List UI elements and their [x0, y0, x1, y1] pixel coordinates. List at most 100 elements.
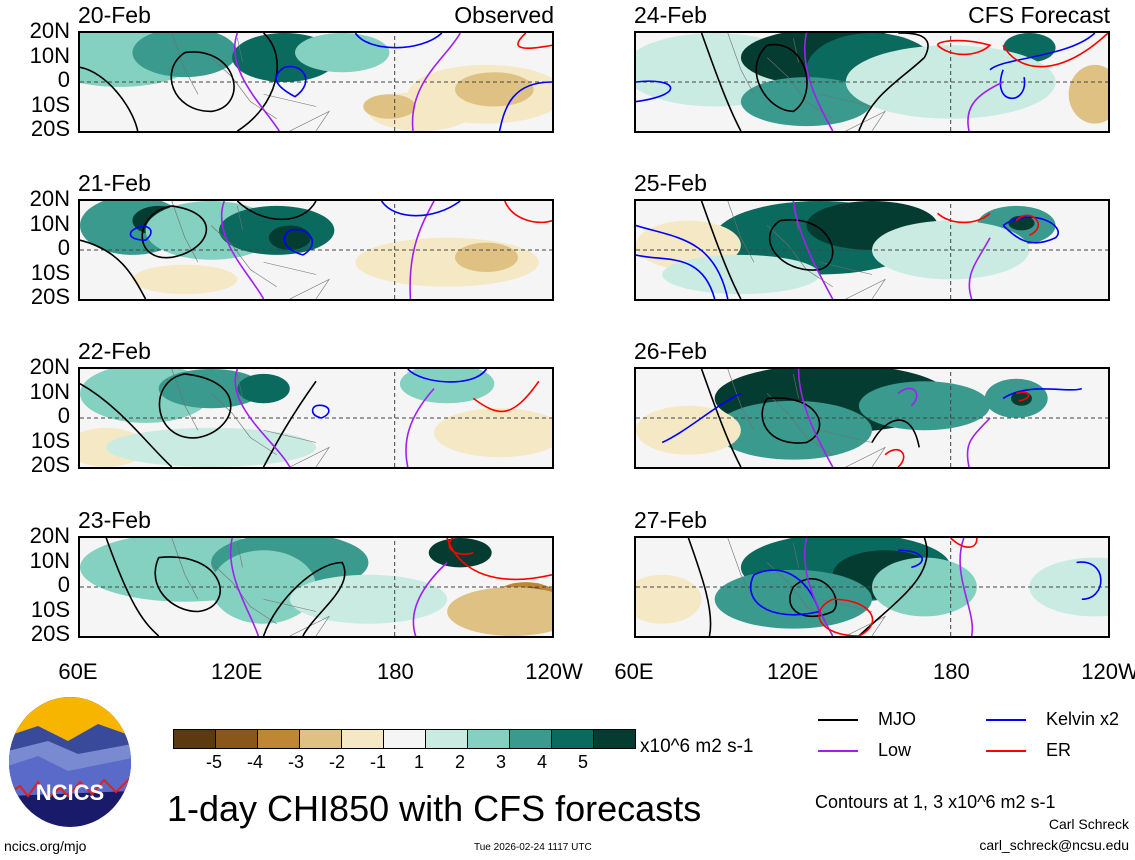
anomaly-contour [790, 579, 836, 617]
field-contour-fill [268, 225, 311, 250]
colorbar-swatch [552, 730, 594, 748]
anomaly-contour [231, 538, 259, 636]
anomaly-contour [770, 220, 833, 270]
anomaly-contour [960, 538, 972, 636]
anomaly-contour [702, 369, 741, 467]
anomaly-contour [355, 33, 442, 48]
url: ncics.org/mjo [4, 838, 87, 854]
anomaly-contour [969, 238, 990, 299]
field-contour-fill [106, 427, 316, 467]
field-contour-fill [132, 264, 238, 295]
legend-label: ER [1046, 740, 1072, 760]
anomaly-contour [805, 538, 833, 636]
anomaly-contour [159, 374, 230, 438]
lat-tick-label: 20S [30, 621, 70, 646]
map-panel-26-Feb [634, 367, 1110, 469]
lat-tick-label: 20S [30, 116, 70, 141]
lon-tick-label: 60E [58, 659, 98, 684]
field-contour-fill [454, 242, 518, 273]
field-contour-fill [1029, 557, 1108, 617]
anomaly-contour [1000, 70, 1024, 99]
colorbar-swatch [216, 730, 258, 748]
panel-date: 27-Feb [634, 507, 707, 533]
anomaly-contour [284, 230, 312, 255]
lat-tick-label: 20N [29, 18, 70, 43]
lat-tick-label: 10N [29, 378, 70, 404]
lon-tick-label: 120E [210, 659, 263, 684]
lat-tick-label: 0 [57, 572, 70, 597]
colorbar-swatch [342, 730, 384, 748]
field-contour-fill [363, 94, 416, 119]
anomaly-contour [885, 450, 904, 467]
anomaly-contour [276, 67, 306, 97]
colorbar-swatch [300, 730, 342, 748]
colorbar-tick: 3 [495, 752, 507, 772]
colorbar-tick: 1 [413, 752, 425, 772]
colorbar-swatch [258, 730, 300, 748]
email: carl_schreck@ncsu.edu [979, 837, 1129, 853]
anomaly-contour [171, 52, 234, 111]
map-panel-20-Feb [78, 31, 554, 133]
colorbar-tick: -2 [328, 752, 346, 772]
anomaly-contour [662, 394, 741, 443]
field-contour-fill [636, 574, 702, 624]
colorbar-tick: -1 [369, 752, 387, 772]
legend-line [986, 750, 1026, 752]
timestamp: Tue 2026-02-24 1117 UTC [474, 842, 592, 853]
coastline [728, 201, 885, 299]
anomaly-contour [968, 82, 1003, 131]
anomaly-contour [410, 201, 434, 299]
anomaly-contour [505, 201, 552, 222]
map-panel-21-Feb [78, 199, 554, 301]
panel-date: 26-Feb [634, 338, 707, 364]
field-contour-fill [295, 33, 390, 73]
anomaly-contour [235, 369, 290, 467]
map-panel-23-Feb [78, 536, 554, 638]
anomaly-contour [1016, 392, 1028, 401]
lat-tick-label: 20N [29, 523, 70, 548]
panel-source-label: CFS Forecast [968, 2, 1110, 28]
anomaly-contour [413, 563, 447, 637]
anomaly-contour [1016, 215, 1038, 235]
anomaly-contour [264, 563, 345, 637]
anomaly-contour [967, 418, 990, 467]
field-contour-fill [1010, 391, 1032, 406]
field-contour-fill [237, 373, 290, 404]
colorbar-swatch [426, 730, 468, 748]
anomaly-contour [500, 82, 552, 131]
lat-tick-label: 10N [29, 210, 70, 236]
anomaly-contour [449, 538, 473, 554]
lon-tick-label: 180 [376, 659, 414, 684]
legend-line [986, 719, 1026, 721]
anomaly-contour [237, 201, 316, 219]
field-contour-fill [858, 381, 990, 431]
anomaly-contour [106, 538, 158, 636]
anomaly-contour [473, 381, 539, 411]
anomaly-contour [447, 538, 552, 579]
map-panel-25-Feb [634, 199, 1110, 301]
field-contour-fill [714, 569, 872, 629]
anomaly-contour [938, 213, 990, 222]
logo-text: NCICS [36, 780, 104, 805]
lon-tick-label: 120W [1081, 659, 1135, 684]
ncics-logo: NCICS [9, 697, 131, 827]
anomaly-contour [142, 206, 206, 258]
lat-tick-label: 0 [57, 403, 70, 428]
contours-note: Contours at 1, 3 x10^6 m2 s-1 [815, 792, 1056, 812]
coastline [728, 369, 885, 467]
anomaly-contour [235, 33, 280, 131]
anomaly-contour [382, 201, 461, 216]
anomaly-contour [859, 33, 928, 131]
lat-tick-label: 10N [29, 547, 70, 573]
field-contour-fill [434, 408, 552, 458]
colorbar-tick: 2 [454, 752, 466, 772]
anomaly-contour [518, 33, 552, 48]
anomaly-contour [636, 226, 728, 300]
field-contour-fill [454, 72, 534, 107]
field-contour-fill [428, 538, 492, 568]
anomaly-contour [819, 599, 873, 636]
anomaly-contour [1077, 562, 1101, 599]
colorbar-units: x10^6 m2 s-1 [640, 736, 754, 757]
coastline [728, 538, 885, 636]
anomaly-contour [799, 369, 833, 467]
